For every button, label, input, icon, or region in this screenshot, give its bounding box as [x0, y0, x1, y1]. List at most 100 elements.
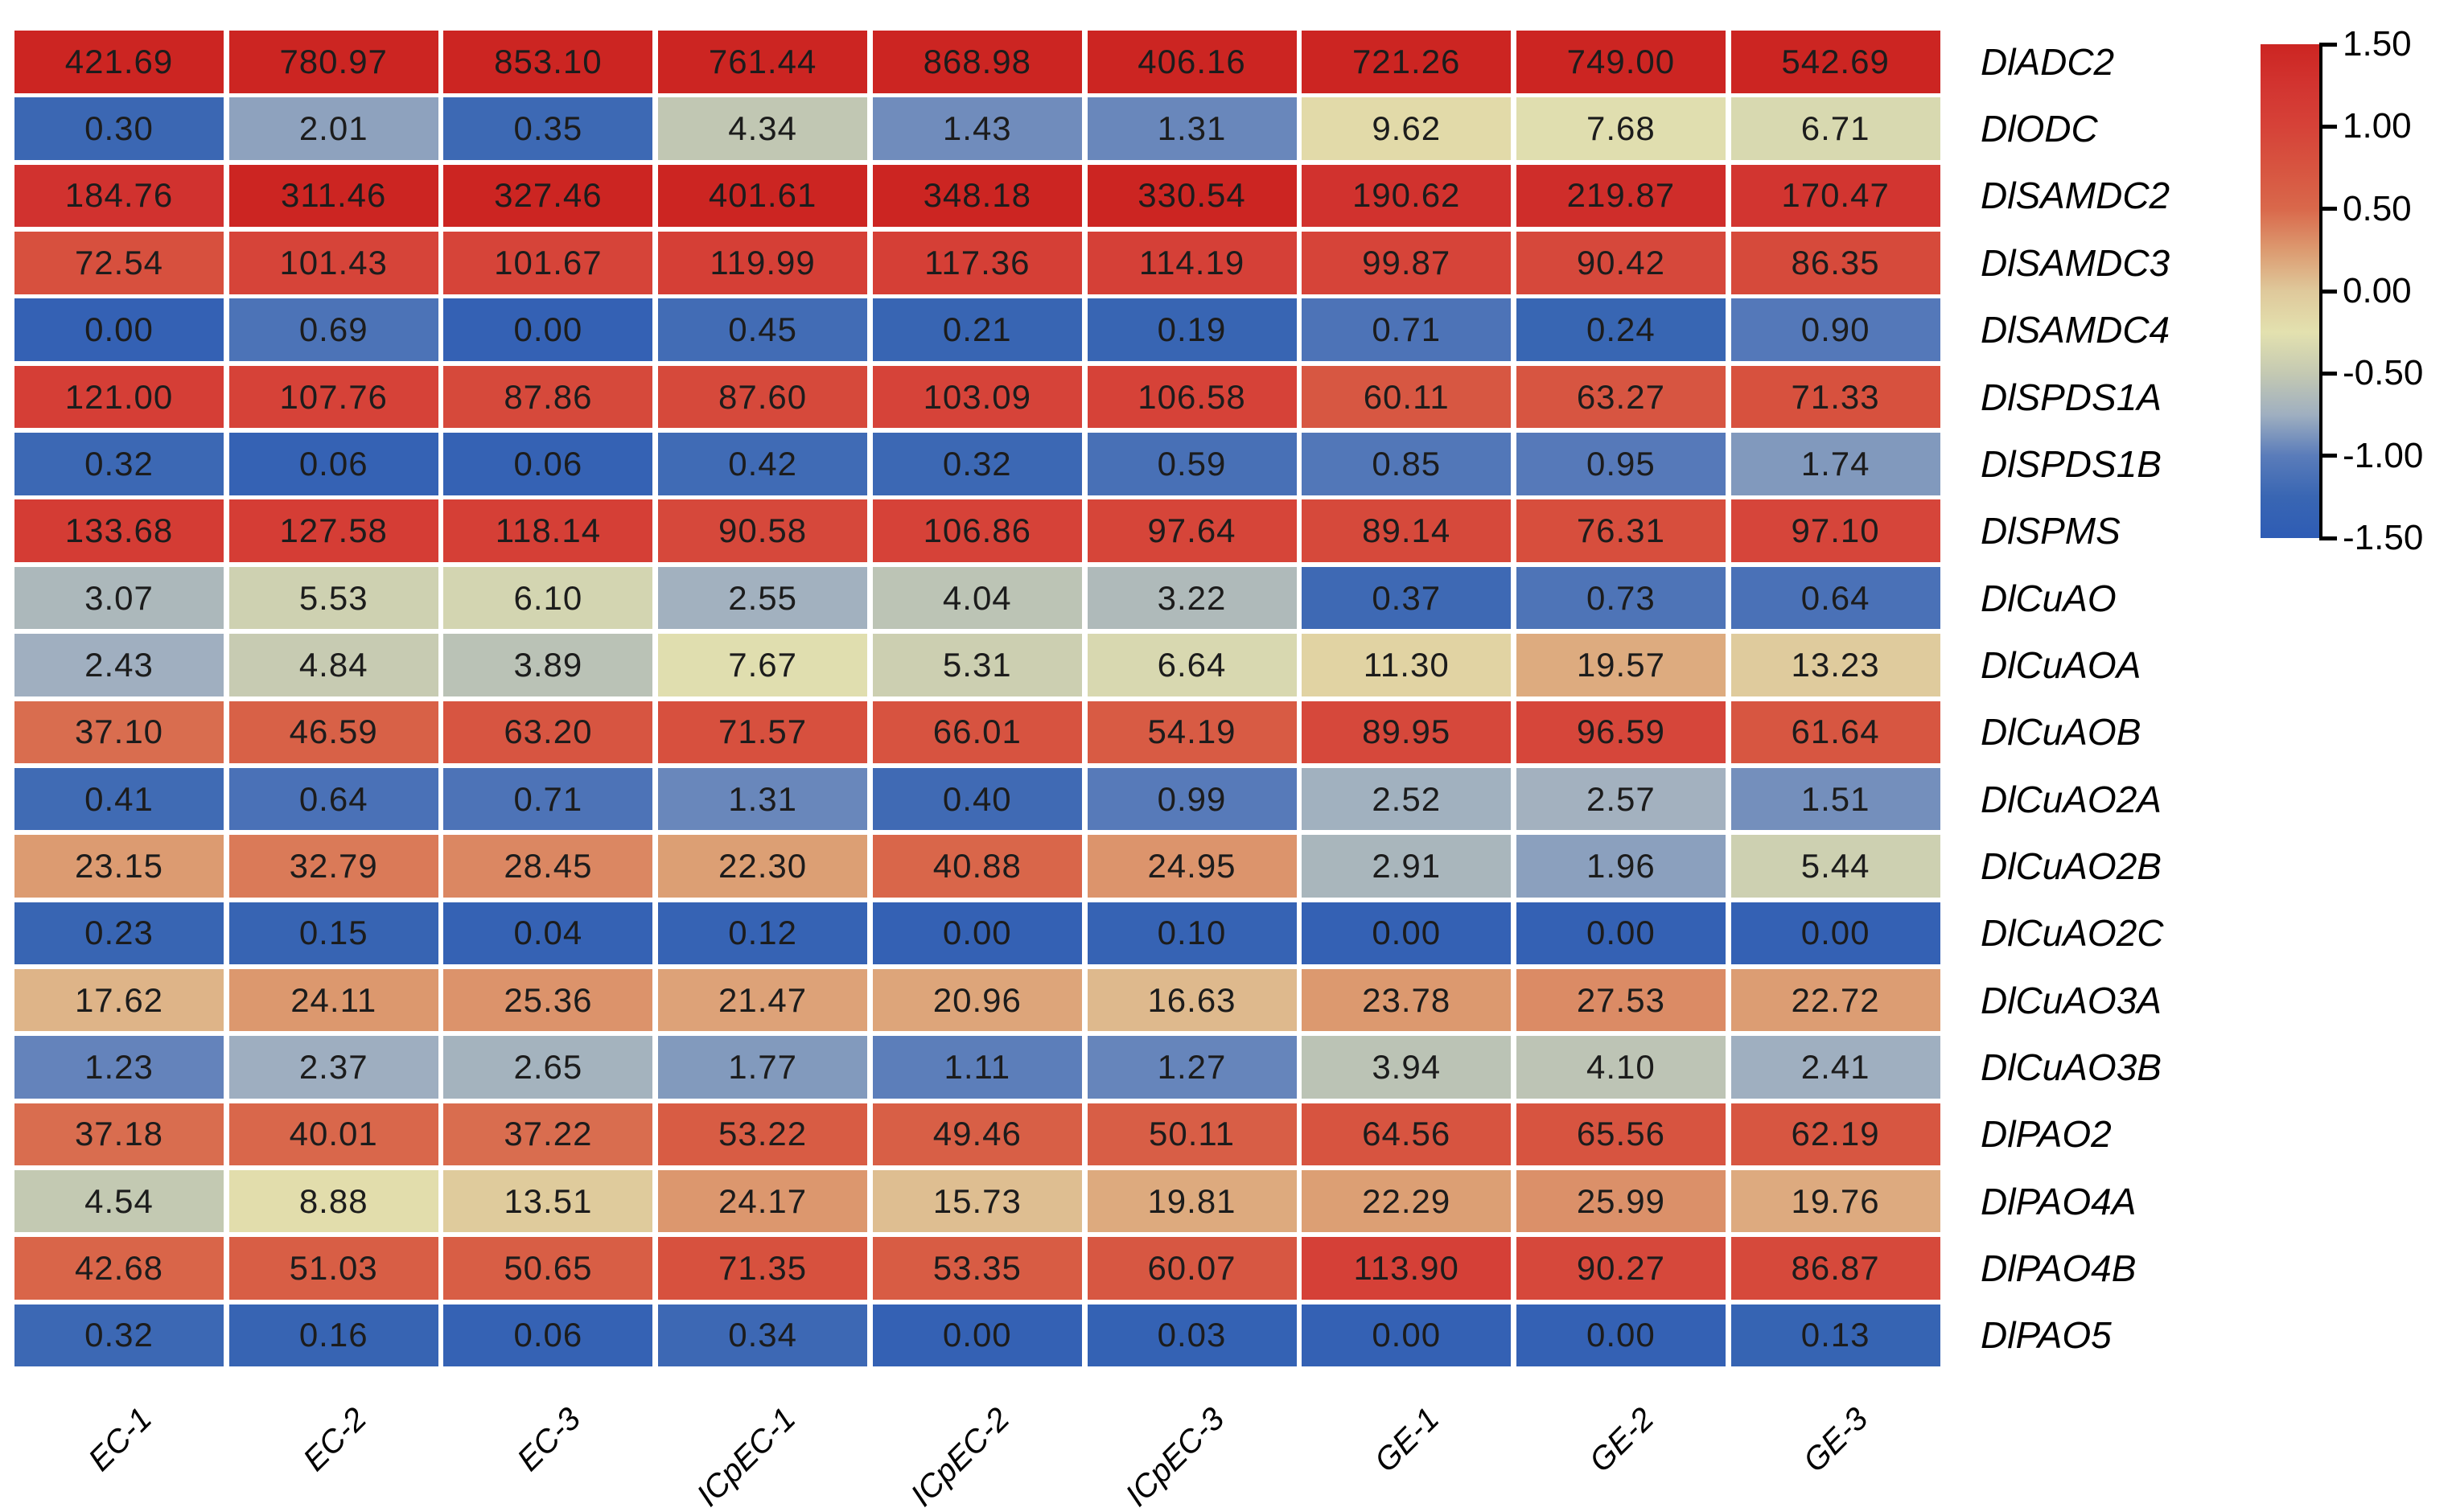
heatmap-cell: 0.00 — [443, 298, 653, 361]
heatmap-cell: 0.00 — [1730, 902, 1940, 965]
heatmap-cell: 6.10 — [443, 566, 653, 630]
sample-label: EC-2 — [296, 1401, 373, 1478]
heatmap-cell: 0.35 — [443, 97, 653, 160]
sample-label: ICpEC-2 — [904, 1401, 1017, 1512]
heatmap-cell: 542.69 — [1730, 31, 1940, 93]
sample-label: EC-3 — [510, 1401, 588, 1478]
heatmap-cell: 42.68 — [14, 1237, 224, 1300]
heatmap-cell: 0.40 — [872, 767, 1082, 831]
heatmap-cell: 2.41 — [1730, 1036, 1940, 1099]
heatmap-cell: 0.69 — [228, 298, 438, 361]
heatmap-cell: 20.96 — [872, 968, 1082, 1032]
heatmap-cell: 421.69 — [14, 31, 224, 93]
gene-label: DlODC — [1981, 108, 2098, 150]
heatmap-cell: 311.46 — [228, 164, 438, 228]
colorbar-tick-label: 1.50 — [2343, 24, 2412, 64]
heatmap-cell: 27.53 — [1516, 968, 1726, 1032]
heatmap-cell: 2.57 — [1516, 767, 1726, 831]
heatmap-cell: 24.11 — [228, 968, 438, 1032]
heatmap-cell: 0.00 — [14, 298, 224, 361]
heatmap-cell: 0.24 — [1516, 298, 1726, 361]
gene-label: DlSPDS1A — [1981, 376, 2162, 418]
heatmap-cell: 0.23 — [14, 902, 224, 965]
heatmap-cell: 54.19 — [1087, 701, 1297, 763]
heatmap-cell: 86.35 — [1730, 232, 1940, 294]
heatmap-cell: 90.27 — [1516, 1237, 1726, 1300]
heatmap-cell: 3.22 — [1087, 566, 1297, 630]
heatmap-cell: 868.98 — [872, 31, 1082, 93]
gene-label: DlCuAO — [1981, 577, 2117, 619]
colorbar-tick-label: 0.00 — [2343, 271, 2412, 310]
heatmap-cell: 46.59 — [228, 701, 438, 763]
heatmap-cell: 103.09 — [872, 365, 1082, 429]
heatmap-cell: 0.99 — [1087, 767, 1297, 831]
heatmap-cell: 1.31 — [658, 767, 868, 831]
heatmap-cell: 106.86 — [872, 499, 1082, 562]
heatmap-cell: 1.31 — [1087, 97, 1297, 160]
gene-label: DlSPMS — [1981, 510, 2121, 553]
colorbar-tick-mark — [2319, 536, 2337, 540]
heatmap-cell: 0.03 — [1087, 1304, 1297, 1367]
heatmap-cell: 37.10 — [14, 701, 224, 763]
heatmap-cell: 330.54 — [1087, 164, 1297, 228]
heatmap-cell: 50.65 — [443, 1237, 653, 1300]
heatmap-cell: 1.74 — [1730, 433, 1940, 495]
heatmap-cell: 0.95 — [1516, 433, 1726, 495]
heatmap-cell: 401.61 — [658, 164, 868, 228]
heatmap-cell: 0.19 — [1087, 298, 1297, 361]
heatmap-cell: 0.41 — [14, 767, 224, 831]
heatmap-cell: 5.44 — [1730, 835, 1940, 898]
heatmap-cell: 0.37 — [1302, 566, 1512, 630]
heatmap-cell: 101.43 — [228, 232, 438, 294]
heatmap-cell: 63.20 — [443, 701, 653, 763]
heatmap-cell: 2.65 — [443, 1036, 653, 1099]
heatmap-cell: 780.97 — [228, 31, 438, 93]
colorbar-tick-label: 1.00 — [2343, 106, 2412, 146]
heatmap-cell: 90.42 — [1516, 232, 1726, 294]
heatmap-cell: 6.64 — [1087, 634, 1297, 696]
heatmap-cell: 4.34 — [658, 97, 868, 160]
heatmap-cell: 0.30 — [14, 97, 224, 160]
heatmap-cell: 0.73 — [1516, 566, 1726, 630]
heatmap-cell: 86.87 — [1730, 1237, 1940, 1300]
heatmap-cell: 24.17 — [658, 1169, 868, 1233]
heatmap-cell: 101.67 — [443, 232, 653, 294]
gene-label: DlSPDS1B — [1981, 442, 2162, 485]
gene-label: DlPAO2 — [1981, 1113, 2112, 1156]
heatmap-cell: 133.68 — [14, 499, 224, 562]
colorbar-tick-label: 0.50 — [2343, 188, 2412, 228]
heatmap-cell: 190.62 — [1302, 164, 1512, 228]
sample-label: EC-1 — [81, 1401, 159, 1478]
heatmap-cell: 127.58 — [228, 499, 438, 562]
heatmap-cell: 66.01 — [872, 701, 1082, 763]
heatmap-cell: 90.58 — [658, 499, 868, 562]
heatmap-cell: 22.29 — [1302, 1169, 1512, 1233]
heatmap-cell: 49.46 — [872, 1103, 1082, 1166]
heatmap-cell: 96.59 — [1516, 701, 1726, 763]
heatmap-cell: 0.21 — [872, 298, 1082, 361]
heatmap-cell: 60.07 — [1087, 1237, 1297, 1300]
sample-label: GE-3 — [1796, 1401, 1875, 1480]
colorbar-tick-mark — [2319, 371, 2337, 376]
heatmap-cell: 99.87 — [1302, 232, 1512, 294]
heatmap-cell: 53.22 — [658, 1103, 868, 1166]
colorbar-tick-mark — [2319, 42, 2337, 47]
heatmap-cell: 7.67 — [658, 634, 868, 696]
heatmap-cell: 107.76 — [228, 365, 438, 429]
heatmap-cell: 0.45 — [658, 298, 868, 361]
heatmap-cell: 0.06 — [443, 1304, 653, 1367]
heatmap-cell: 7.68 — [1516, 97, 1726, 160]
heatmap-cell: 1.23 — [14, 1036, 224, 1099]
heatmap-cell: 9.62 — [1302, 97, 1512, 160]
gene-label: DlCuAO2C — [1981, 912, 2164, 955]
heatmap-cell: 71.57 — [658, 701, 868, 763]
heatmap-cell: 327.46 — [443, 164, 653, 228]
sample-label: ICpEC-1 — [689, 1401, 803, 1512]
heatmap-cell: 2.52 — [1302, 767, 1512, 831]
heatmap-cell: 0.10 — [1087, 902, 1297, 965]
heatmap-cell: 2.91 — [1302, 835, 1512, 898]
heatmap-cell: 16.63 — [1087, 968, 1297, 1032]
heatmap-cell: 6.71 — [1730, 97, 1940, 160]
gene-label: DlPAO4A — [1981, 1180, 2137, 1222]
